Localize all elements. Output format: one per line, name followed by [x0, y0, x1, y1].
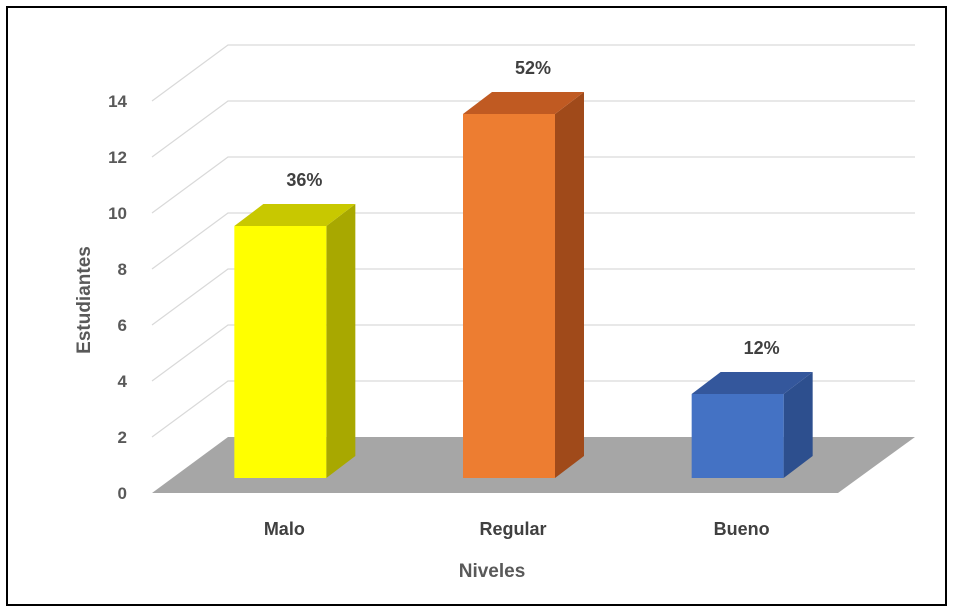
- gridline: [151, 100, 915, 158]
- y-tick-label: 10: [108, 204, 127, 223]
- x-axis-title: Niveles: [459, 561, 526, 582]
- gridline: [151, 324, 915, 382]
- bar-regular: [463, 92, 584, 478]
- data-labels: 36% 52% 12%: [286, 58, 779, 358]
- bar-side: [555, 92, 584, 478]
- bar-top: [463, 92, 584, 114]
- bar-front: [691, 394, 784, 478]
- x-tick-label-malo: Malo: [264, 519, 305, 539]
- y-tick-label: 2: [118, 428, 127, 447]
- y-tick-label: 12: [108, 148, 127, 167]
- bar-side: [326, 204, 356, 478]
- bar-side: [783, 372, 813, 478]
- data-label-bueno: 12%: [744, 338, 780, 358]
- bar-malo: [234, 204, 356, 478]
- y-axis-ticks: 0 2 4 6 8 10 12 14: [108, 92, 127, 503]
- y-tick-label: 8: [118, 260, 127, 279]
- y-tick-label: 14: [108, 92, 127, 111]
- gridline: [151, 380, 915, 438]
- y-axis-title: Estudiantes: [74, 246, 95, 354]
- gridline: [151, 212, 915, 270]
- gridline: [151, 44, 915, 102]
- grid-layer: [151, 44, 915, 438]
- x-tick-label-regular: Regular: [479, 519, 546, 539]
- y-tick-label: 0: [118, 484, 127, 503]
- bar-top: [691, 372, 813, 394]
- x-tick-label-bueno: Bueno: [714, 519, 770, 539]
- bar-top: [234, 204, 356, 226]
- bars: [234, 92, 813, 478]
- y-tick-label: 6: [118, 316, 127, 335]
- data-label-malo: 36%: [286, 170, 322, 190]
- bar-front: [463, 114, 555, 478]
- bar-front: [234, 226, 327, 478]
- gridline: [151, 156, 915, 214]
- gridline: [151, 268, 915, 326]
- x-axis-categories: Malo Regular Bueno: [264, 519, 770, 539]
- bar-bueno: [691, 372, 813, 478]
- data-label-regular: 52%: [515, 58, 551, 78]
- y-tick-label: 4: [118, 372, 128, 391]
